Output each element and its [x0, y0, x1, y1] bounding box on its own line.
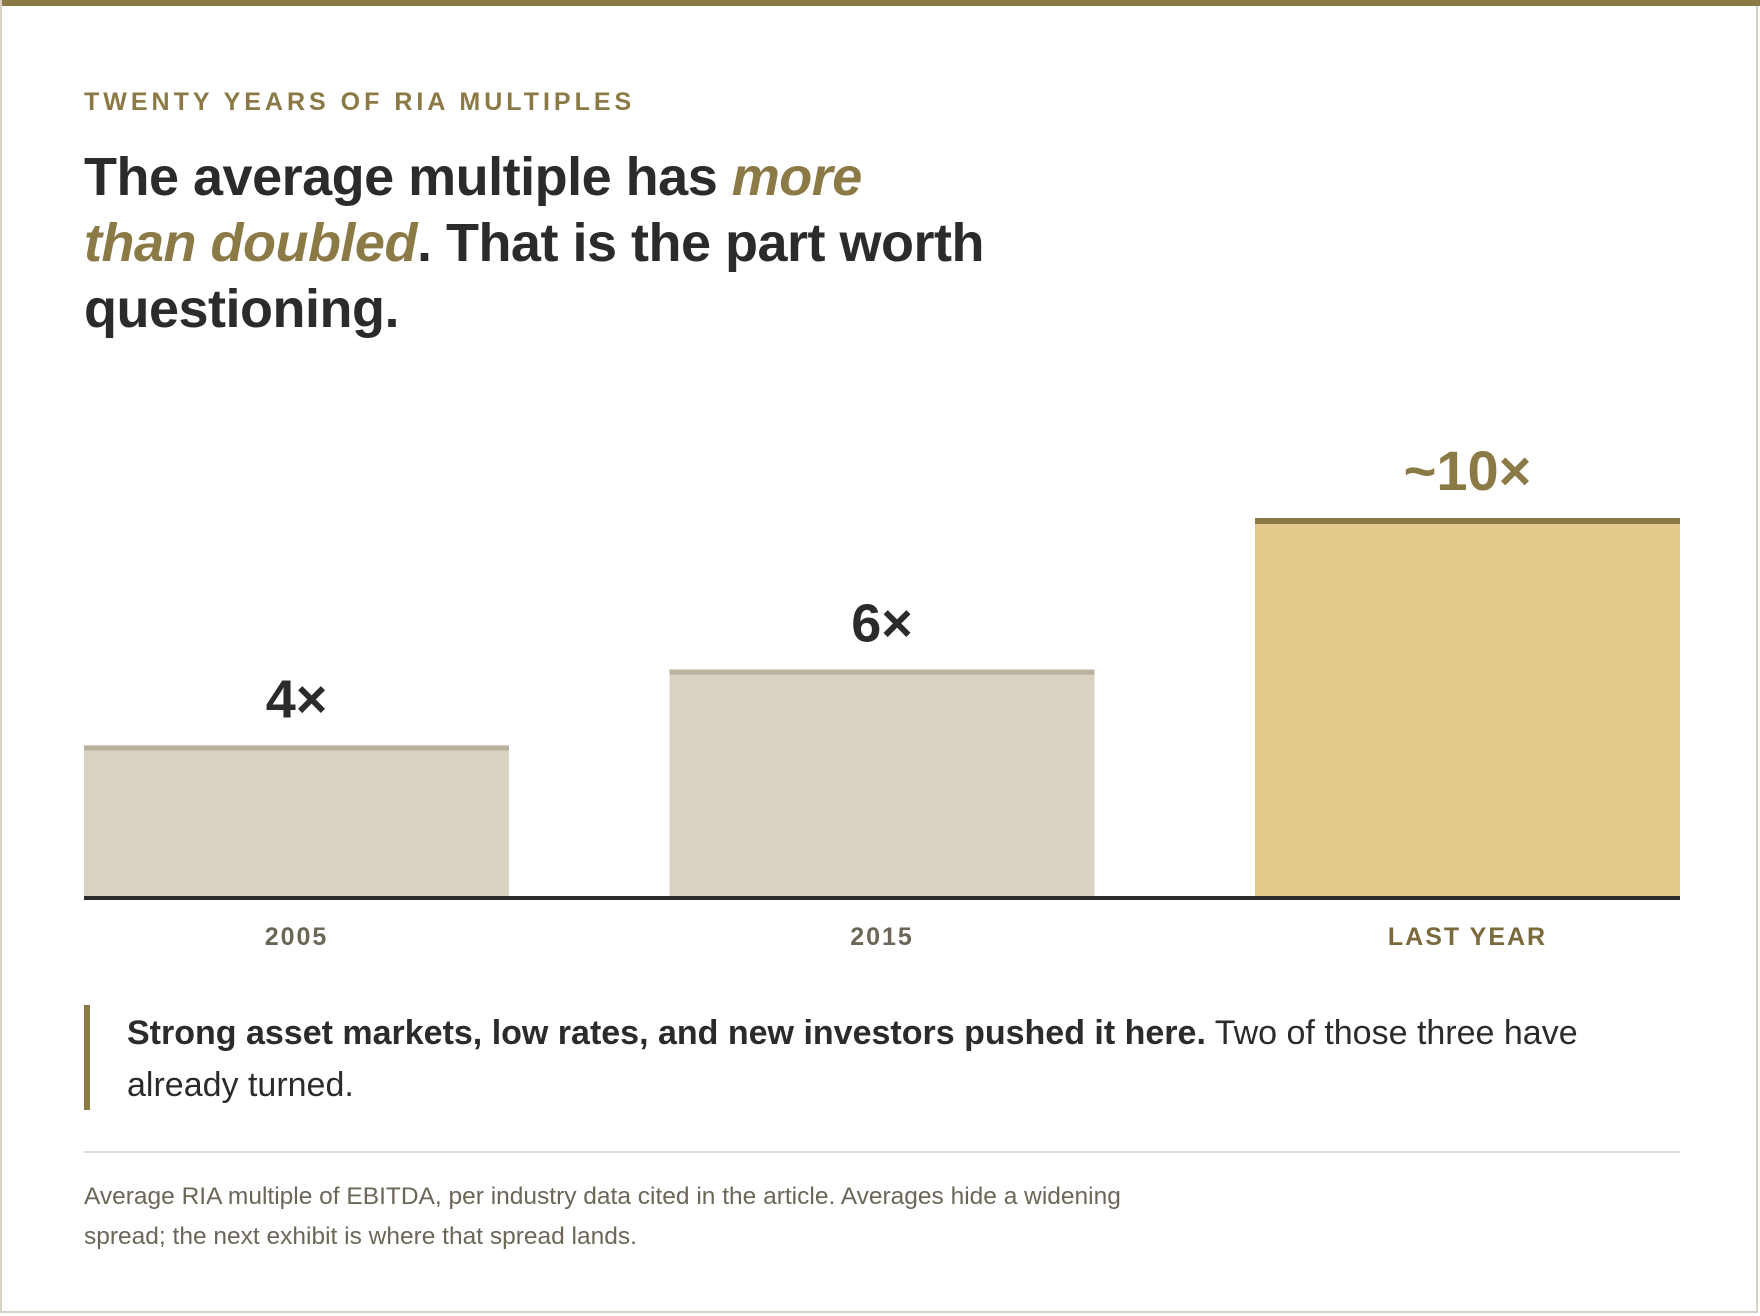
x-tick-label-2: LAST YEAR: [1388, 923, 1547, 951]
bar-1: [669, 669, 1095, 897]
bar-0: [84, 745, 509, 897]
callout-rest: Two of those three have already turned.: [127, 1014, 1578, 1104]
bar-cap-0: [84, 745, 509, 751]
data-label-2: ~10×: [1404, 439, 1532, 502]
headline-lead: The average multiple has: [84, 147, 732, 207]
eyebrow-label: TWENTY YEARS OF RIA MULTIPLES: [84, 88, 636, 116]
callout-bold: Strong asset markets, low rates, and new…: [127, 1014, 1206, 1052]
data-label-1: 6×: [851, 594, 913, 654]
bar-chart: 4× 2005 6× 2015 ~10× LAST YEAR: [84, 439, 1680, 951]
x-tick-label-1: 2015: [850, 923, 914, 951]
headline: The average multiple has more than doubl…: [84, 144, 984, 342]
headline-tail: . That is the part worth questioning.: [84, 213, 984, 339]
x-tick-label-0: 2005: [265, 923, 329, 951]
footnote-divider: [84, 1151, 1680, 1153]
bar-2: [1255, 518, 1680, 897]
callout-quote: Strong asset markets, low rates, and new…: [84, 1005, 1584, 1110]
bar-cap-1: [669, 669, 1095, 675]
top-accent-rule: [2, 0, 1760, 6]
footnote: Average RIA multiple of EBITDA, per indu…: [84, 1183, 1121, 1250]
bar-cap-2: [1255, 518, 1680, 524]
headline-accent: more than doubled: [84, 147, 862, 273]
data-label-0: 4×: [266, 669, 328, 729]
x-axis-baseline: [84, 896, 1680, 900]
